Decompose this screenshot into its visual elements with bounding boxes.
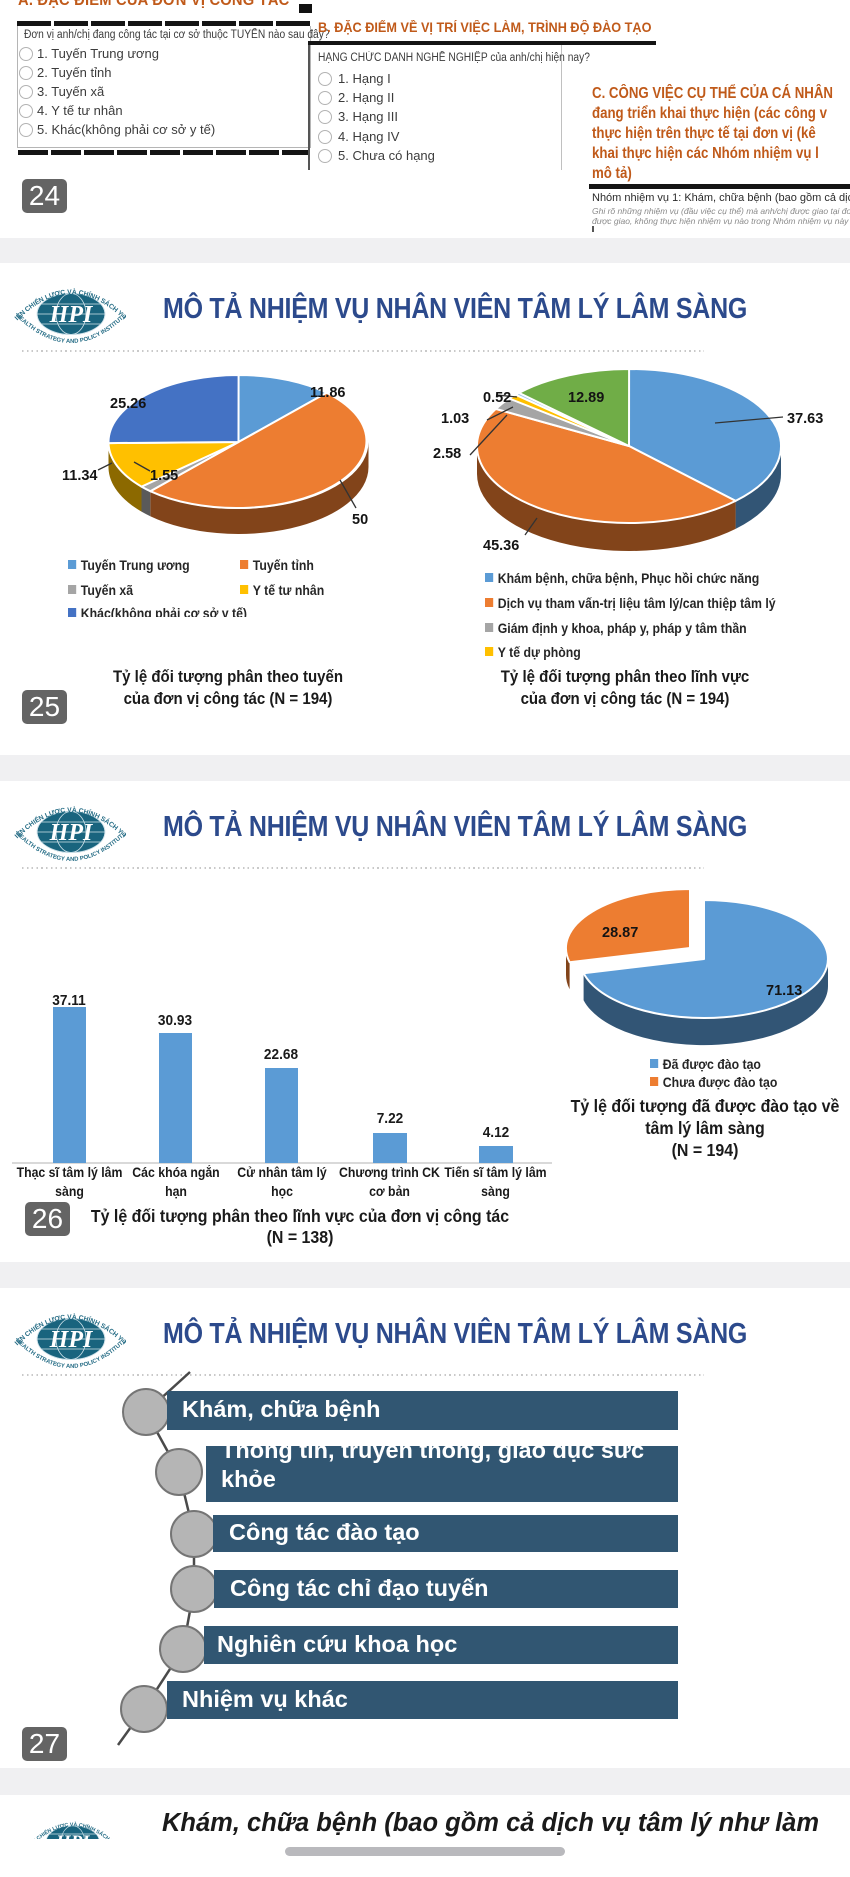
svg-text:11.86: 11.86: [310, 385, 346, 401]
svg-text:12.89: 12.89: [568, 390, 604, 406]
svg-text:45.36: 45.36: [483, 538, 519, 554]
svg-text:11.34: 11.34: [62, 468, 98, 484]
svg-text:25.26: 25.26: [110, 396, 146, 412]
svg-text:37.63: 37.63: [787, 411, 823, 427]
svg-text:71.13: 71.13: [766, 983, 802, 999]
svg-text:2.58: 2.58: [433, 446, 461, 462]
svg-text:0.52: 0.52: [483, 390, 511, 406]
svg-text:28.87: 28.87: [602, 925, 638, 941]
svg-text:1.03: 1.03: [441, 411, 469, 427]
svg-text:1.55: 1.55: [150, 468, 178, 484]
svg-text:50: 50: [352, 512, 368, 528]
